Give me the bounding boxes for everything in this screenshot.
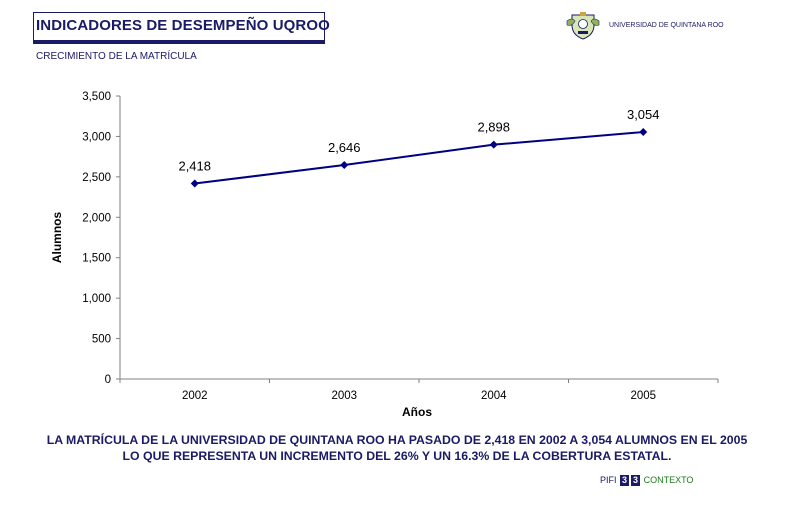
y-tick-label: 1,500 xyxy=(82,253,111,265)
data-label: 2,646 xyxy=(328,140,361,155)
pifi-box-1[interactable]: 3 xyxy=(620,475,630,486)
x-tick-label: 2002 xyxy=(182,390,208,402)
x-tick-label: 2003 xyxy=(331,390,357,402)
data-point xyxy=(639,128,648,137)
y-tick-label: 0 xyxy=(105,374,111,386)
data-point xyxy=(340,161,349,170)
y-tick-label: 1,000 xyxy=(82,293,111,305)
enrollment-line-chart: 0 500 1,000 1,500 2,000 2,500 3,000 3,500 2002 20… xyxy=(50,91,719,419)
pifi-label: PIFI xyxy=(600,475,617,485)
x-tick-label: 2005 xyxy=(630,390,656,402)
page-title: INDICADORES DE DESEMPEÑO UQROO xyxy=(36,17,330,34)
y-axis-title: Alumnos xyxy=(50,212,64,264)
series-line xyxy=(194,131,644,185)
x-axis-title: Años xyxy=(402,405,432,419)
data-label: 2,418 xyxy=(178,158,211,173)
y-tick-label: 2,000 xyxy=(82,212,111,224)
data-point xyxy=(190,179,199,188)
data-label: 2,898 xyxy=(477,120,510,135)
university-name: UNIVERSIDAD DE QUINTANA ROO xyxy=(609,22,724,29)
y-tick-label: 3,000 xyxy=(82,131,111,143)
chart-caption: LA MATRÍCULA DE LA UNIVERSIDAD DE QUINTA… xyxy=(46,433,748,463)
y-tick-label: 500 xyxy=(92,334,111,346)
title-underline xyxy=(33,40,325,44)
y-tick-label: 3,500 xyxy=(82,91,111,103)
context-link[interactable]: CONTEXTO xyxy=(643,475,694,485)
x-tick-label: 2004 xyxy=(481,390,507,402)
pifi-box-2[interactable]: 3 xyxy=(631,475,641,486)
data-label: 3,054 xyxy=(627,107,660,122)
y-tick-label: 2,500 xyxy=(82,172,111,184)
data-point xyxy=(489,140,498,149)
university-crest-icon xyxy=(566,12,600,40)
page-subtitle: CRECIMIENTO DE LA MATRÍCULA xyxy=(36,51,197,62)
